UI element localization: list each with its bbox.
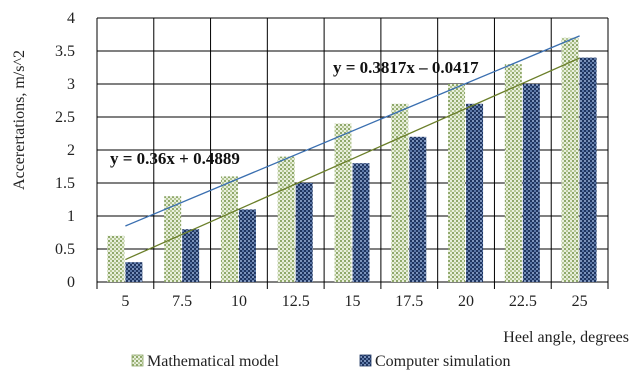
x-tick-label: 25 xyxy=(572,293,588,310)
x-tick-label: 22.5 xyxy=(509,293,537,310)
bar-computer-simulation xyxy=(466,103,484,282)
x-tick-label: 17.5 xyxy=(395,293,423,310)
bar-mathematical-model xyxy=(220,176,238,282)
trendline-computer-simulation xyxy=(125,35,580,227)
x-axis-title: Heel angle, degrees xyxy=(503,329,629,346)
bar-computer-simulation xyxy=(522,84,540,282)
bar-mathematical-model xyxy=(334,123,352,282)
bar-computer-simulation xyxy=(125,262,143,282)
y-tick-label: 2.5 xyxy=(55,109,75,126)
bar-mathematical-model xyxy=(107,235,125,282)
x-tick-label: 7.5 xyxy=(172,293,192,310)
grid xyxy=(96,17,609,283)
bar-computer-simulation xyxy=(352,163,370,282)
bar-computer-simulation xyxy=(238,209,256,282)
trendlines xyxy=(125,35,580,261)
legend: Mathematical model Computer simulation xyxy=(131,353,511,370)
x-tick-label: 20 xyxy=(458,293,474,310)
y-tick-label: 0.5 xyxy=(55,241,75,258)
y-tick-label: 2 xyxy=(67,142,75,159)
legend-swatch-computer-simulation xyxy=(359,354,372,367)
axes xyxy=(96,282,609,289)
y-tick-label: 1.5 xyxy=(55,175,75,192)
y-tick-label: 3 xyxy=(67,76,75,93)
x-tick-label: 12.5 xyxy=(282,293,310,310)
trendline-equation-mathematical-model: y = 0.3817x – 0.0417 xyxy=(333,58,479,77)
trendline-equation-computer-simulation: y = 0.36x + 0.4889 xyxy=(110,149,240,168)
bar-computer-simulation xyxy=(182,229,200,282)
bar-computer-simulation xyxy=(579,57,597,282)
y-tick-label: 3.5 xyxy=(55,43,75,60)
y-tick-label: 1 xyxy=(67,208,75,225)
legend-label-mathematical-model: Mathematical model xyxy=(147,353,280,370)
x-tick-label: 10 xyxy=(231,293,247,310)
bar-mathematical-model xyxy=(561,37,579,282)
tick-labels: 00.511.522.533.545 7.5 10 12.5 15 17.5 20 22.5 2… xyxy=(55,10,588,310)
y-axis-title: Accerertations, m/s^2 xyxy=(11,50,28,190)
y-tick-label: 0 xyxy=(67,274,75,291)
legend-label-computer-simulation: Computer simulation xyxy=(375,353,511,370)
y-tick-label: 4 xyxy=(67,10,75,27)
bars xyxy=(107,37,597,282)
bar-mathematical-model xyxy=(504,64,522,282)
bar-mathematical-model xyxy=(277,156,295,282)
x-tick-label: 5 xyxy=(121,293,129,310)
bar-computer-simulation xyxy=(409,136,427,282)
trendline-mathematical-model xyxy=(125,57,580,261)
bar-mathematical-model xyxy=(391,103,409,282)
bar-mathematical-model xyxy=(448,84,466,282)
x-tick-label: 15 xyxy=(345,293,361,310)
legend-swatch-mathematical-model xyxy=(131,354,144,367)
bar-computer-simulation xyxy=(295,183,313,282)
